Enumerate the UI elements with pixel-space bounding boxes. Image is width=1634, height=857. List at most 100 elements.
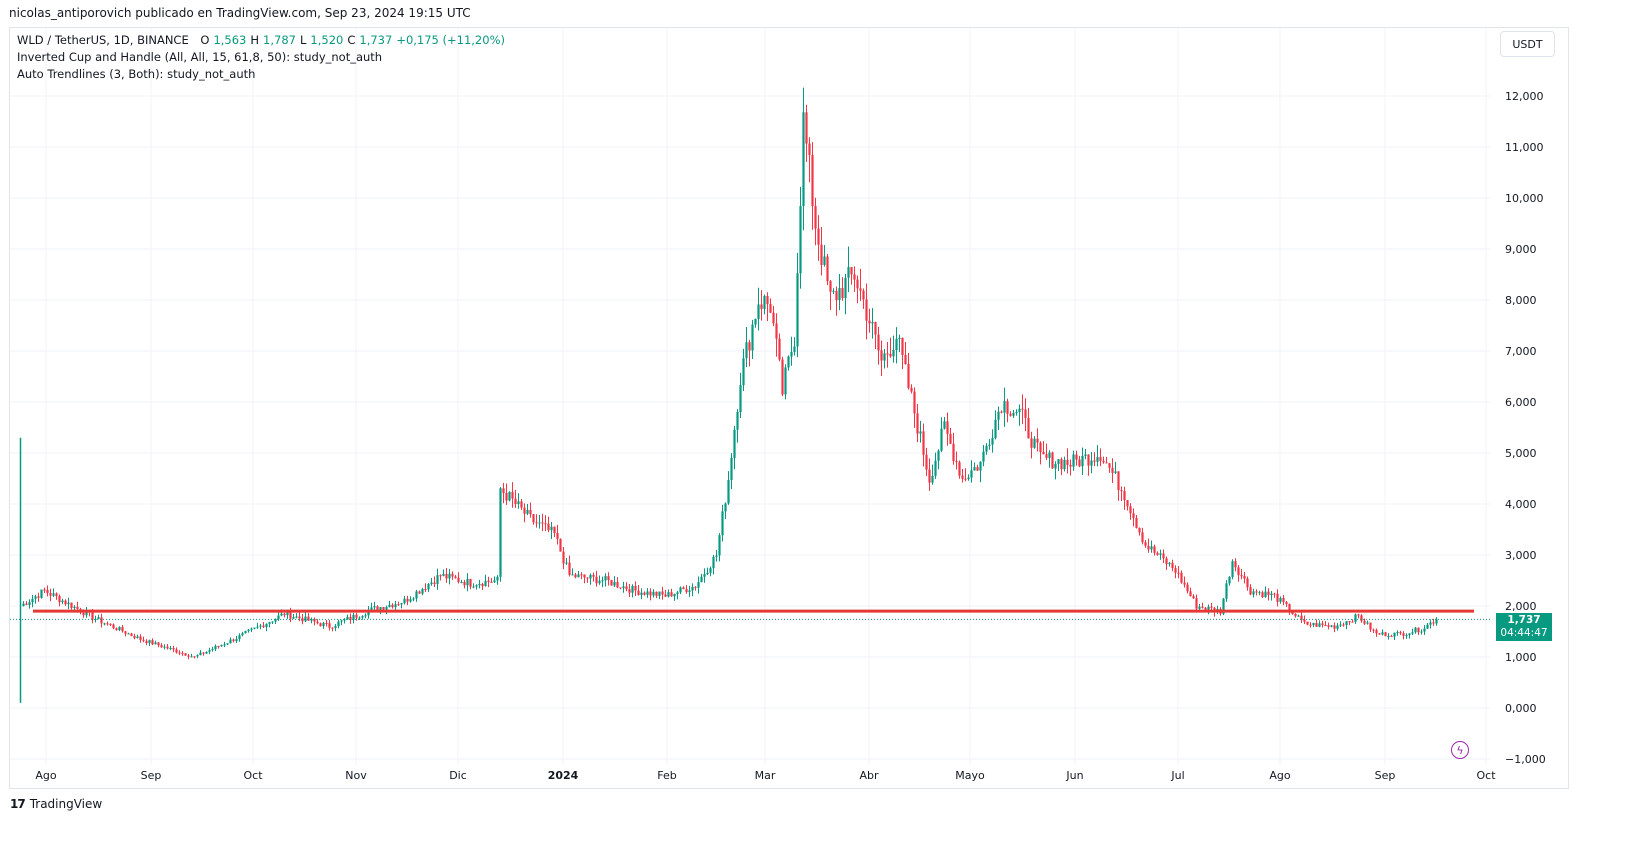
time-tick-label: Sep	[1375, 769, 1396, 782]
candle-body	[1081, 455, 1084, 467]
candle-body	[529, 509, 532, 515]
candle-body	[1183, 582, 1186, 585]
candle-body	[1375, 629, 1378, 634]
candle-body	[1405, 635, 1408, 637]
candle-body	[484, 580, 487, 587]
candle-body	[1315, 622, 1318, 627]
candle-body	[1234, 561, 1237, 568]
candle-body	[652, 591, 655, 596]
candle-body	[778, 338, 781, 360]
candle-body	[115, 628, 118, 631]
candle-body	[1360, 615, 1363, 621]
candle-body	[598, 580, 601, 584]
price-tick-label: 12,000	[1505, 90, 1544, 103]
candle-body	[397, 604, 400, 606]
candle-body	[1009, 413, 1012, 416]
candle-body	[1099, 457, 1102, 461]
indicator-row-2[interactable]: Auto Trendlines (3, Both): study_not_aut…	[17, 66, 505, 83]
candle-body	[1390, 635, 1393, 637]
candle-body	[301, 618, 304, 622]
candle-body	[1210, 606, 1213, 608]
candle-body	[442, 573, 445, 576]
candle-body	[1414, 627, 1417, 633]
candle-body	[523, 507, 526, 514]
time-tick-label: Sep	[141, 769, 162, 782]
candle-body	[1021, 408, 1024, 410]
candle-body	[1000, 411, 1003, 413]
candle-body	[208, 650, 211, 652]
candle-body	[1174, 568, 1177, 573]
candle-body	[1192, 596, 1195, 599]
candle-body	[505, 492, 508, 501]
candle-body	[685, 589, 688, 593]
candle-body	[1243, 575, 1246, 579]
candle-body	[1363, 620, 1366, 624]
candle-body	[1255, 591, 1258, 593]
candle-body	[823, 256, 826, 265]
published-line: nicolas_antiporovich publicado en Tradin…	[9, 6, 471, 20]
candle-body	[172, 647, 175, 650]
candle-body	[1030, 438, 1033, 448]
candle-body	[346, 616, 349, 620]
candle-body	[670, 592, 673, 597]
candle-body	[886, 353, 889, 355]
candle-body	[325, 622, 328, 624]
candle-body	[247, 629, 250, 632]
candle-body	[964, 478, 967, 480]
symbol-label[interactable]: WLD / TetherUS, 1D, BINANCE	[17, 33, 189, 47]
candle-body	[52, 593, 55, 596]
candle-body	[109, 623, 112, 625]
candle-body	[892, 350, 895, 357]
candle-body	[1204, 607, 1207, 610]
candle-body	[1177, 572, 1180, 574]
candle-body	[520, 501, 523, 508]
candle-body	[919, 431, 922, 434]
indicator-label[interactable]: Auto Trendlines (3, Both): study_not_aut…	[17, 67, 256, 81]
candle-body	[1312, 622, 1315, 626]
candle-body	[706, 572, 709, 575]
candle-body	[781, 359, 784, 395]
candle-body	[40, 589, 43, 598]
candle-body	[421, 588, 424, 594]
candle-body	[1285, 602, 1288, 604]
candle-body	[385, 607, 388, 610]
candle-body	[1417, 627, 1420, 633]
candle-body	[1057, 459, 1060, 464]
candle-body	[838, 287, 841, 301]
candle-body	[1411, 632, 1414, 634]
candle-body	[928, 469, 931, 483]
open-label: O	[200, 33, 210, 47]
candle-body	[1066, 459, 1069, 465]
indicator-row-1[interactable]: Inverted Cup and Handle (All, All, 15, 6…	[17, 49, 505, 66]
candle-body	[220, 645, 223, 647]
indicator-label[interactable]: Inverted Cup and Handle (All, All, 15, 6…	[17, 50, 383, 64]
candle-body	[787, 356, 790, 368]
candle-body	[337, 621, 340, 627]
candle-body	[799, 206, 802, 274]
candle-body	[1306, 621, 1309, 625]
candle-body	[1069, 464, 1072, 467]
candle-body	[1132, 513, 1135, 518]
candle-body	[559, 538, 562, 552]
candle-body	[1369, 622, 1372, 630]
candle-body	[118, 626, 121, 631]
time-tick-label: Abr	[859, 769, 879, 782]
time-tick-label: Mayo	[955, 769, 985, 782]
tradingview-footer[interactable]: 17 TradingView	[10, 797, 102, 811]
candle-body	[1033, 438, 1036, 448]
candle-body	[805, 112, 808, 144]
candle-body	[343, 619, 346, 621]
currency-unit-button[interactable]: USDT	[1500, 31, 1555, 57]
candle-body	[949, 433, 952, 444]
candle-body	[235, 639, 238, 642]
candle-body	[739, 385, 742, 413]
high-label: H	[250, 33, 260, 47]
candle-body	[418, 591, 421, 594]
lightning-icon[interactable]: ϟ	[1451, 741, 1469, 759]
candle-body	[679, 587, 682, 593]
candle-body	[130, 633, 133, 636]
candle-body	[292, 617, 295, 619]
candle-body	[610, 580, 613, 586]
candle-body	[1321, 623, 1324, 625]
